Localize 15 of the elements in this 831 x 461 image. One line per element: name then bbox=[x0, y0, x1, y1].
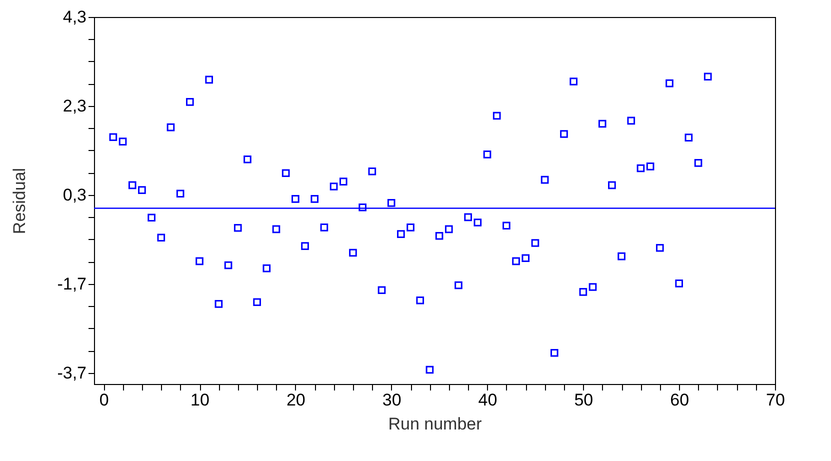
y-tick-label: 4,3 bbox=[62, 8, 86, 26]
y-axis-title: Residual bbox=[10, 168, 30, 234]
x-tick-label: 0 bbox=[99, 390, 109, 410]
y-tick-label: 2,3 bbox=[62, 96, 86, 116]
x-tick-label: 30 bbox=[382, 390, 402, 410]
x-axis-title: Run number bbox=[388, 414, 482, 434]
x-tick-label: 20 bbox=[286, 390, 306, 410]
x-tick-label: 50 bbox=[574, 390, 594, 410]
x-tick-label: 40 bbox=[478, 390, 498, 410]
y-tick-label: -1,7 bbox=[57, 274, 86, 294]
y-tick-label: -3,7 bbox=[57, 363, 86, 382]
x-tick-label: 70 bbox=[766, 390, 785, 410]
x-tick-label: 60 bbox=[670, 390, 690, 410]
y-tick-label: 0,3 bbox=[62, 185, 86, 204]
x-tick-label: 10 bbox=[190, 390, 210, 410]
